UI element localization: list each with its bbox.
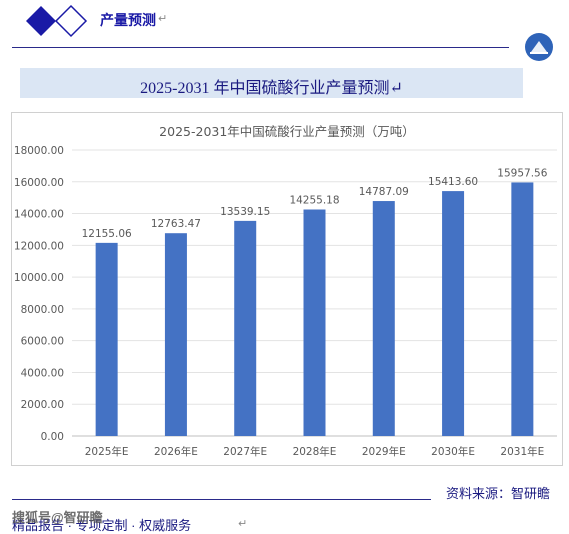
- data-label: 15957.56: [497, 167, 547, 179]
- y-tick-label: 8000.00: [21, 304, 64, 316]
- y-tick-label: 0.00: [41, 431, 64, 443]
- bar: [511, 182, 534, 436]
- bar: [164, 233, 187, 436]
- data-label: 15413.60: [428, 176, 478, 188]
- chart-banner: 2025-2031 年中国硫酸行业产量预测↵: [20, 68, 523, 98]
- bar: [372, 201, 395, 436]
- y-tick-label: 6000.00: [21, 336, 64, 348]
- x-tick-label: 2030年E: [431, 445, 475, 458]
- y-tick-label: 10000.00: [14, 272, 64, 284]
- footer-tagline: 精品报告 · 专项定制 · 权威服务: [12, 518, 192, 533]
- bar: [442, 191, 465, 436]
- bar: [95, 242, 118, 436]
- y-tick-label: 16000.00: [14, 177, 64, 189]
- section-title: 产量预测: [100, 12, 156, 28]
- x-tick-label: 2027年E: [223, 445, 267, 458]
- paragraph-mark: ↵: [238, 518, 248, 530]
- x-tick-label: 2031年E: [500, 445, 544, 458]
- data-label: 12155.06: [82, 228, 132, 240]
- watermark: 搜狐号@智研瞻: [12, 510, 103, 525]
- y-tick-label: 4000.00: [21, 367, 64, 379]
- chart-title: 2025-2031年中国硫酸行业产量预测（万吨）: [159, 124, 415, 139]
- bar: [303, 209, 326, 436]
- logo-diamonds-icon: [26, 4, 88, 38]
- bar-chart: 2025-2031年中国硫酸行业产量预测（万吨） 0.00 2000.00 4000…: [14, 124, 557, 458]
- bar: [234, 220, 257, 436]
- data-label: 14255.18: [289, 195, 339, 207]
- chart-banner-text: 2025-2031 年中国硫酸行业产量预测↵: [140, 80, 403, 97]
- data-source: 资料来源：智研瞻: [446, 486, 551, 501]
- data-label: 14787.09: [359, 186, 409, 198]
- paragraph-mark: ↵: [158, 13, 168, 25]
- x-tick-label: 2026年E: [154, 445, 198, 458]
- x-tick-label: 2028年E: [293, 445, 337, 458]
- y-tick-label: 14000.00: [14, 209, 64, 221]
- y-tick-label: 18000.00: [14, 145, 64, 157]
- data-label: 12763.47: [151, 218, 201, 230]
- data-label: 13539.15: [220, 206, 270, 218]
- y-tick-label: 2000.00: [21, 399, 64, 411]
- footer-divider: [12, 499, 431, 500]
- y-tick-label: 12000.00: [14, 240, 64, 252]
- chart-frame: 2025-2031年中国硫酸行业产量预测（万吨） 0.00 2000.00 4000…: [11, 112, 563, 466]
- brand-badge-icon: [525, 33, 553, 61]
- x-tick-label: 2029年E: [362, 445, 406, 458]
- x-tick-label: 2025年E: [85, 445, 129, 458]
- header-divider: [12, 47, 509, 48]
